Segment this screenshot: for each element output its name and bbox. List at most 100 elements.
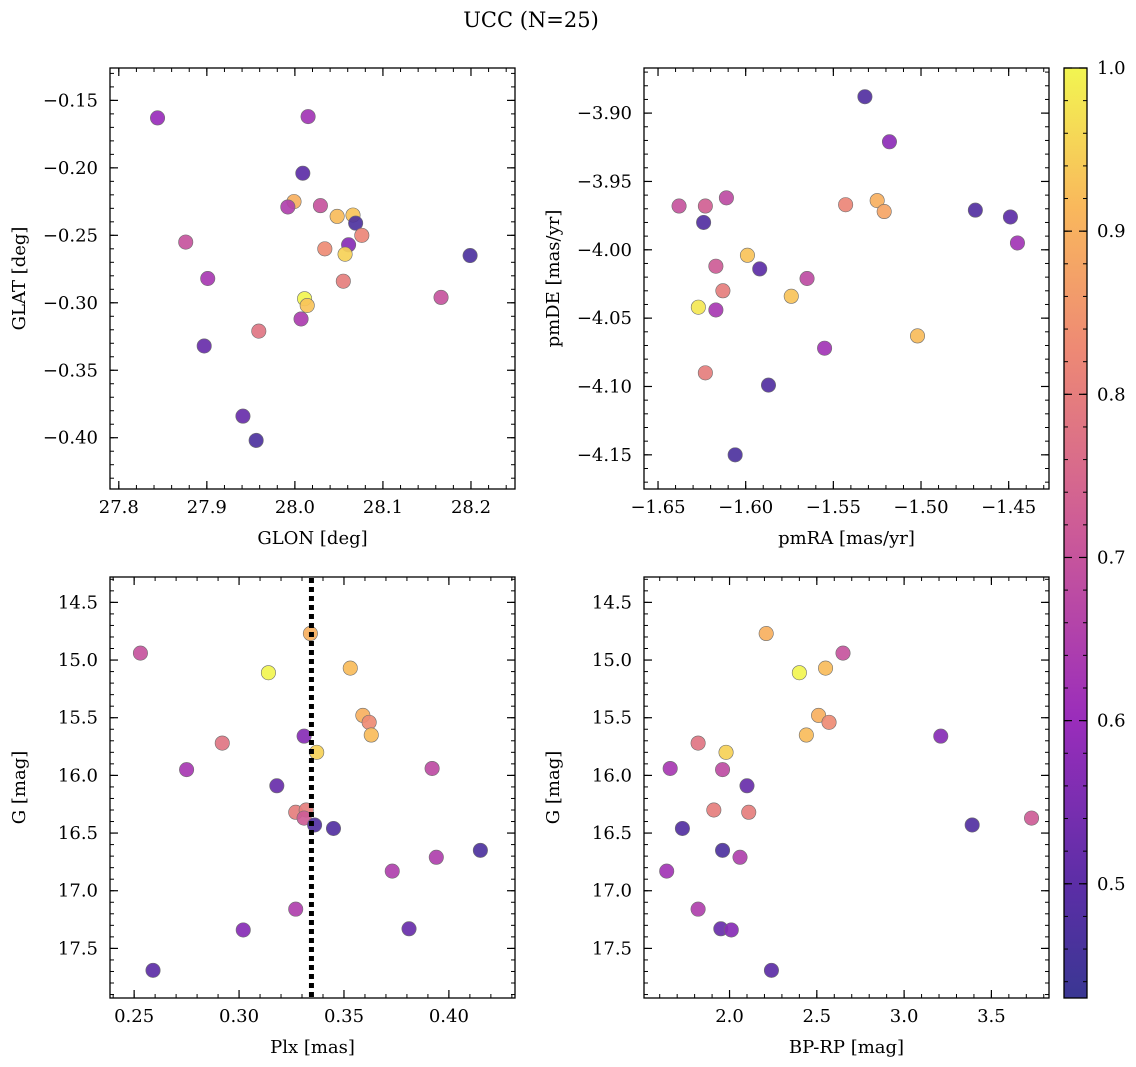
y-tick-label: −4.15: [577, 445, 632, 466]
y-tick-label: −0.20: [43, 158, 98, 179]
y-axis-label: pmDE [mas/yr]: [543, 210, 564, 348]
data-point: [697, 365, 713, 381]
y-tick-label: 17.5: [58, 938, 98, 959]
data-point: [235, 922, 251, 938]
axes-frame: [643, 576, 1050, 999]
y-tick-label: −4.00: [577, 240, 632, 261]
data-point: [132, 645, 148, 661]
panels: 27.8 27.9 28.0 28.1 28.2 −0.40 −0.35 −0.30 −0.25…: [9, 67, 1050, 1058]
data-point: [662, 760, 678, 776]
colorbar-tick-label: 0.6: [1097, 711, 1126, 732]
data-point: [335, 273, 351, 289]
data-point: [821, 714, 837, 730]
data-point: [708, 302, 724, 318]
data-point: [300, 109, 316, 125]
data-point: [1002, 209, 1018, 225]
data-point: [329, 208, 345, 224]
y-tick-label: −0.25: [43, 225, 98, 246]
x-tick-label: 0.40: [429, 1006, 469, 1027]
y-tick-label: −0.15: [43, 90, 98, 111]
x-tick-label: 0.25: [114, 1006, 154, 1027]
data-point: [739, 778, 755, 794]
x-tick-label: −1.65: [630, 497, 685, 518]
x-axis-label: Plx [mas]: [270, 1037, 355, 1058]
data-point: [214, 735, 230, 751]
data-point: [910, 328, 926, 344]
data-point: [196, 338, 212, 354]
data-point: [269, 778, 285, 794]
data-point: [708, 258, 724, 274]
data-point: [718, 190, 734, 206]
data-point: [462, 248, 478, 264]
x-tick-label: 3.5: [977, 1006, 1006, 1027]
data-point: [433, 289, 449, 305]
data-point: [869, 193, 885, 209]
y-axis-label: G [mag]: [543, 751, 564, 824]
data-point: [178, 234, 194, 250]
data-point: [967, 202, 983, 218]
data-point: [964, 817, 980, 833]
data-point: [317, 241, 333, 257]
data-point: [280, 199, 296, 215]
data-point: [295, 165, 311, 181]
x-tick-label: 28.0: [275, 497, 315, 518]
data-point: [818, 660, 834, 676]
x-tick-label: 27.8: [99, 497, 139, 518]
data-point: [312, 198, 328, 214]
x-tick-label: 27.9: [187, 497, 227, 518]
data-point: [296, 728, 312, 744]
panel-bprp-g: 2.0 2.5 3.0 3.5 14.5 15.0 15.5 16.0 16.5 17.0 17.5…: [543, 576, 1050, 1058]
x-axis-label: pmRA [mas/yr]: [778, 528, 915, 549]
data-point: [727, 447, 743, 463]
y-tick-label: 17.0: [58, 881, 98, 902]
data-point: [758, 626, 774, 642]
data-point: [760, 377, 776, 393]
x-tick-label: −1.45: [981, 497, 1036, 518]
y-tick-label: 17.0: [592, 881, 632, 902]
data-point: [674, 820, 690, 836]
x-tick-label: 2.0: [715, 1006, 744, 1027]
data-point: [838, 197, 854, 213]
axes-frame: [109, 67, 516, 490]
data-point: [752, 261, 768, 277]
data-point: [696, 214, 712, 230]
data-point: [876, 204, 892, 220]
colorbar-tick-label: 1.0: [1097, 58, 1126, 79]
data-point: [791, 665, 807, 681]
y-tick-label: −3.95: [577, 171, 632, 192]
data-point: [348, 215, 364, 231]
data-point: [739, 247, 755, 263]
data-point: [835, 645, 851, 661]
colorbar-tick-label: 0.7: [1097, 547, 1126, 568]
data-point: [179, 762, 195, 778]
data-point: [296, 810, 312, 826]
data-point: [881, 134, 897, 150]
x-tick-label: 0.35: [324, 1006, 364, 1027]
data-point: [361, 714, 377, 730]
y-tick-label: 16.5: [592, 823, 632, 844]
y-tick-label: 17.5: [592, 938, 632, 959]
x-tick-label: 2.5: [803, 1006, 832, 1027]
y-tick-label: −3.90: [577, 103, 632, 124]
y-tick-label: 15.5: [592, 708, 632, 729]
data-point: [325, 820, 341, 836]
data-point: [424, 760, 440, 776]
data-point: [1024, 810, 1040, 826]
data-point: [293, 311, 309, 327]
panel-plx-g: 0.25 0.30 0.35 0.40 14.5 15.0 15.5 16.0 16.5 17.0…: [9, 576, 516, 1058]
y-tick-label: −0.35: [43, 360, 98, 381]
data-point: [715, 842, 731, 858]
x-axis-label: BP-RP [mag]: [789, 1037, 904, 1058]
data-point: [401, 921, 417, 937]
data-point: [799, 270, 815, 286]
axes-frame: [643, 67, 1050, 490]
data-point: [235, 408, 251, 424]
x-axis-label: GLON [deg]: [257, 528, 367, 549]
data-point: [690, 735, 706, 751]
data-point: [706, 802, 722, 818]
y-tick-label: 16.5: [58, 823, 98, 844]
colorbar-tick-label: 0.9: [1097, 221, 1126, 242]
x-tick-label: −1.60: [718, 497, 773, 518]
y-tick-label: −4.10: [577, 376, 632, 397]
